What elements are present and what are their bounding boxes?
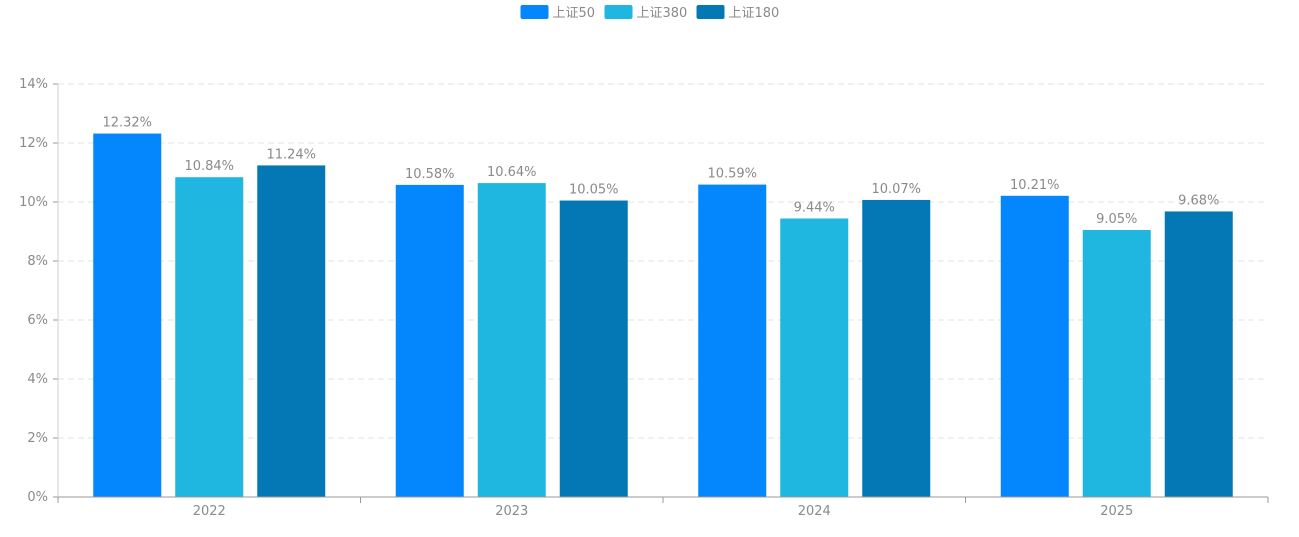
legend-swatch — [520, 5, 549, 19]
y-axis: 0% 2% 4% 6% 8% 10% 12% 14% — [19, 77, 59, 505]
legend-label: 上证180 — [729, 6, 780, 21]
bar-value-label: 10.21% — [1010, 178, 1060, 193]
bar-value-label: 11.24% — [266, 147, 316, 162]
legend-swatch — [604, 5, 633, 19]
bar[interactable] — [1082, 230, 1151, 497]
bars — [93, 133, 1233, 498]
bar[interactable] — [780, 218, 849, 497]
y-tick-label: 10% — [19, 195, 48, 210]
x-tick-label: 2024 — [798, 504, 831, 519]
bar[interactable] — [698, 184, 767, 497]
x-tick-label: 2025 — [1100, 504, 1133, 519]
y-tick-label: 6% — [27, 313, 48, 328]
bar[interactable] — [93, 133, 162, 497]
bar-value-label: 10.58% — [405, 167, 455, 182]
bar-value-label: 9.68% — [1178, 193, 1219, 208]
bar-value-label: 10.64% — [487, 165, 537, 180]
legend-item[interactable]: 上证50 — [520, 5, 596, 21]
bar[interactable] — [862, 199, 931, 497]
bar[interactable] — [1000, 195, 1069, 497]
bar-value-label: 9.44% — [794, 201, 835, 216]
legend-item[interactable]: 上证380 — [604, 5, 688, 21]
y-tick-label: 4% — [27, 372, 48, 387]
bar[interactable] — [175, 177, 244, 497]
legend[interactable]: 上证50 上证380 上证180 — [520, 5, 780, 21]
legend-item[interactable]: 上证180 — [696, 5, 780, 21]
bar-value-label: 10.05% — [569, 183, 619, 198]
bar[interactable] — [257, 165, 326, 498]
x-tick-label: 2023 — [495, 504, 528, 519]
y-tick-label: 14% — [19, 77, 48, 92]
bar[interactable] — [559, 200, 628, 497]
x-tick-label: 2022 — [193, 504, 226, 519]
legend-label: 上证380 — [637, 6, 688, 21]
bar[interactable] — [395, 184, 464, 497]
x-axis: 2022 2023 2024 2025 — [57, 496, 1269, 519]
legend-swatch — [696, 5, 725, 19]
bar-value-label: 12.32% — [102, 116, 152, 131]
y-tick-label: 2% — [27, 431, 48, 446]
y-tick-label: 8% — [27, 254, 48, 269]
bar-value-label: 9.05% — [1096, 212, 1137, 227]
bar[interactable] — [1164, 211, 1233, 497]
y-tick-label: 12% — [19, 136, 48, 151]
bar-value-label: 10.84% — [184, 159, 234, 174]
legend-label: 上证50 — [553, 6, 596, 21]
bar-value-label: 10.59% — [707, 167, 757, 182]
y-tick-label: 0% — [27, 490, 48, 505]
data-labels: 12.32% 10.84% 11.24% 10.58% 10.64% 10.05% 10.5… — [102, 116, 1219, 227]
bar-value-label: 10.07% — [871, 182, 921, 197]
bar[interactable] — [477, 183, 546, 497]
